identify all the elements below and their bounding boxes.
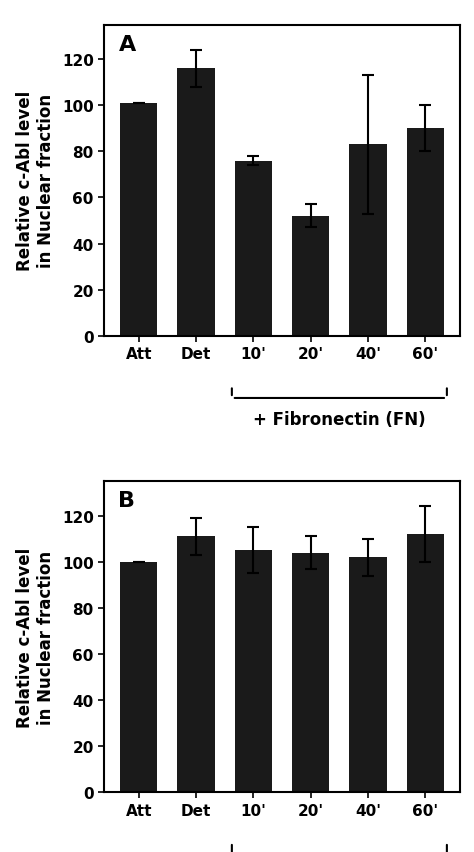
Bar [349, 557, 387, 792]
Bar [120, 562, 157, 792]
Bar [292, 553, 329, 792]
Bar [407, 130, 444, 337]
Y-axis label: Relative c-Abl level
in Nuclear fraction: Relative c-Abl level in Nuclear fraction [16, 547, 55, 727]
Bar [235, 161, 272, 337]
Bar [177, 69, 215, 337]
Bar [177, 537, 215, 792]
Bar [349, 146, 387, 337]
Y-axis label: Relative c-Abl level
in Nuclear fraction: Relative c-Abl level in Nuclear fraction [16, 91, 55, 271]
Bar [120, 104, 157, 337]
Text: A: A [118, 35, 136, 55]
Bar [235, 550, 272, 792]
Bar [407, 534, 444, 792]
Bar [292, 216, 329, 337]
Text: B: B [118, 491, 136, 511]
Text: + Fibronectin (FN): + Fibronectin (FN) [253, 411, 426, 429]
